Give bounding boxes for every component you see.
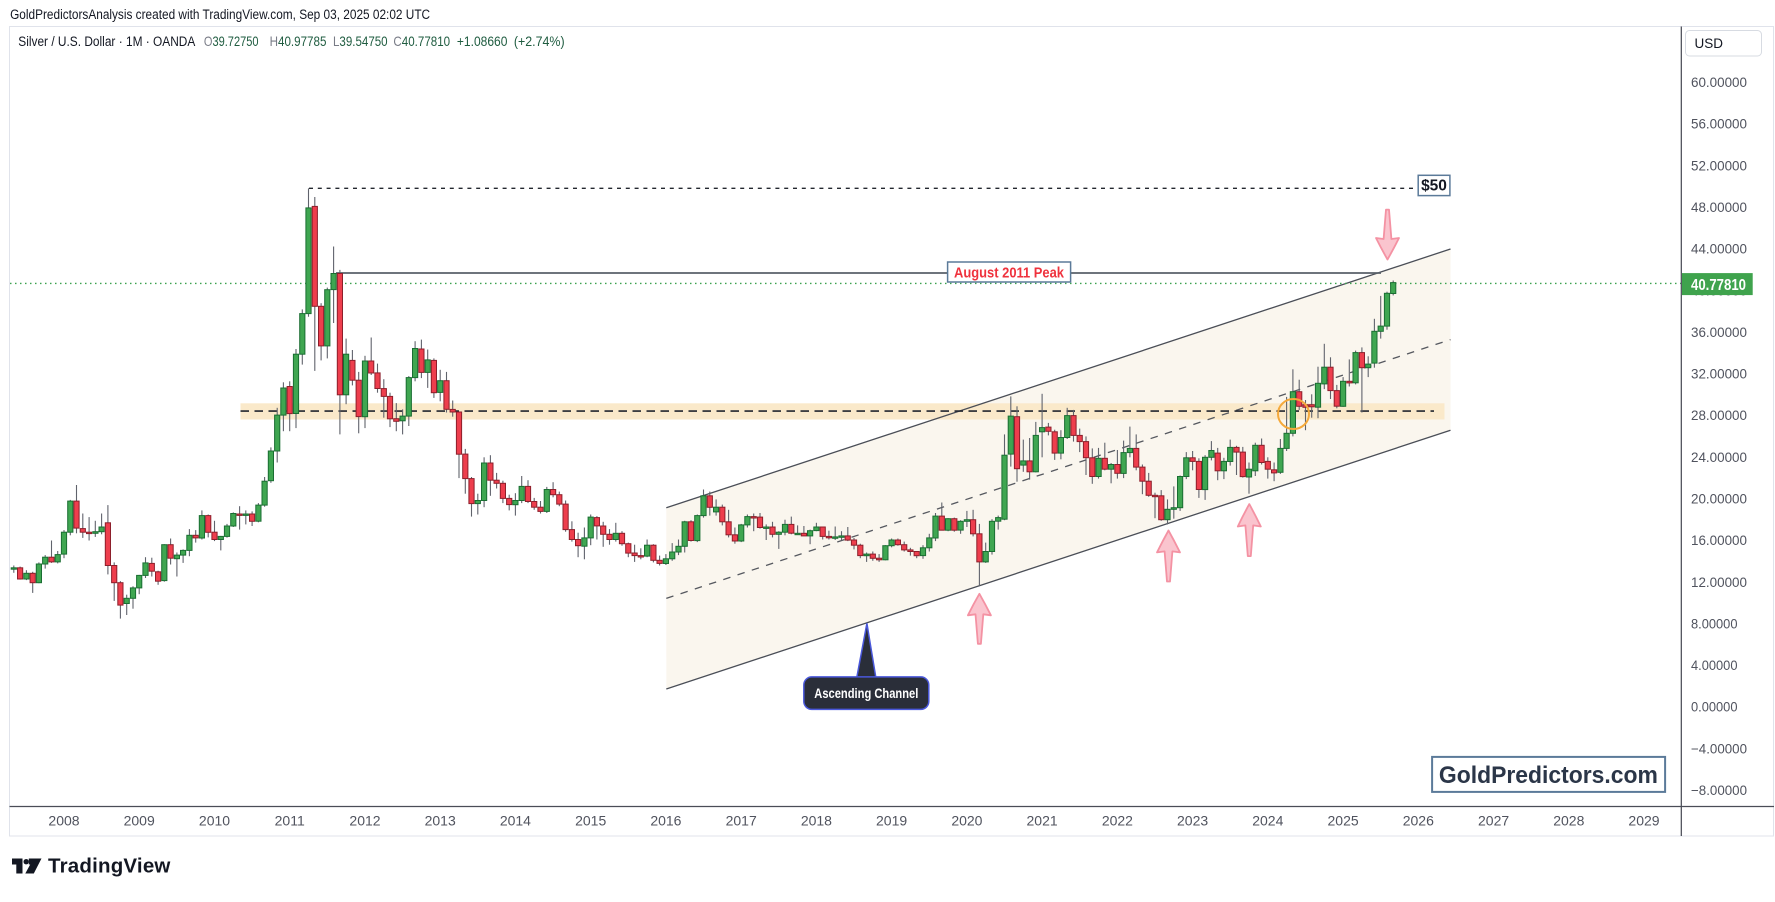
svg-text:28.00000: 28.00000 [1691, 408, 1747, 423]
svg-text:GoldPredictorsAnalysis created: GoldPredictorsAnalysis created with Trad… [10, 7, 430, 22]
svg-text:12.00000: 12.00000 [1691, 575, 1747, 590]
svg-text:(+2.74%): (+2.74%) [514, 34, 565, 49]
svg-text:56.00000: 56.00000 [1691, 117, 1747, 132]
svg-text:2022: 2022 [1102, 813, 1133, 829]
svg-text:2025: 2025 [1328, 813, 1359, 829]
svg-text:2011: 2011 [275, 813, 305, 829]
svg-text:2010: 2010 [199, 813, 230, 829]
svg-text:August 2011 Peak: August 2011 Peak [954, 264, 1065, 281]
svg-text:24.00000: 24.00000 [1691, 450, 1747, 465]
svg-text:4.00000: 4.00000 [1691, 658, 1738, 673]
svg-text:2027: 2027 [1478, 813, 1509, 829]
svg-text:L39.54750: L39.54750 [333, 34, 388, 49]
svg-text:52.00000: 52.00000 [1691, 158, 1747, 173]
svg-text:2023: 2023 [1177, 813, 1208, 829]
svg-text:$50: $50 [1421, 178, 1447, 195]
svg-text:32.00000: 32.00000 [1691, 367, 1747, 382]
svg-text:2018: 2018 [801, 813, 832, 829]
svg-text:2012: 2012 [349, 813, 380, 829]
svg-text:2029: 2029 [1628, 813, 1659, 829]
svg-text:GoldPredictors.com: GoldPredictors.com [1439, 762, 1658, 789]
svg-text:−8.00000: −8.00000 [1691, 783, 1747, 798]
svg-text:O39.72750: O39.72750 [204, 34, 259, 49]
svg-text:+1.08660: +1.08660 [457, 34, 508, 49]
svg-text:40.77810: 40.77810 [1691, 277, 1746, 294]
svg-text:Ascending Channel: Ascending Channel [814, 686, 918, 701]
svg-text:0.00000: 0.00000 [1691, 700, 1738, 715]
svg-text:2013: 2013 [425, 813, 456, 829]
svg-text:−4.00000: −4.00000 [1691, 741, 1747, 756]
svg-text:8.00000: 8.00000 [1691, 616, 1738, 631]
svg-text:2017: 2017 [726, 813, 757, 829]
svg-text:Silver / U.S. Dollar · 1M · OA: Silver / U.S. Dollar · 1M · OANDA [18, 34, 195, 49]
svg-text:36.00000: 36.00000 [1691, 325, 1747, 340]
svg-text:2021: 2021 [1027, 813, 1058, 829]
svg-text:2020: 2020 [951, 813, 982, 829]
svg-text:C40.77810: C40.77810 [393, 34, 450, 49]
svg-text:2026: 2026 [1403, 813, 1434, 829]
svg-text:2024: 2024 [1252, 813, 1283, 829]
svg-text:2014: 2014 [500, 813, 531, 829]
svg-text:60.00000: 60.00000 [1691, 75, 1747, 90]
svg-text:20.00000: 20.00000 [1691, 492, 1747, 507]
svg-text:USD: USD [1695, 36, 1724, 51]
svg-text:2019: 2019 [876, 813, 907, 829]
svg-text:TradingView: TradingView [48, 855, 171, 878]
svg-text:16.00000: 16.00000 [1691, 533, 1747, 548]
svg-text:2028: 2028 [1553, 813, 1584, 829]
svg-text:2008: 2008 [48, 813, 79, 829]
svg-text:44.00000: 44.00000 [1691, 242, 1747, 257]
svg-text:2015: 2015 [575, 813, 606, 829]
svg-text:2016: 2016 [650, 813, 681, 829]
svg-text:H40.97785: H40.97785 [270, 34, 327, 49]
svg-text:48.00000: 48.00000 [1691, 200, 1747, 215]
svg-text:2009: 2009 [124, 813, 155, 829]
